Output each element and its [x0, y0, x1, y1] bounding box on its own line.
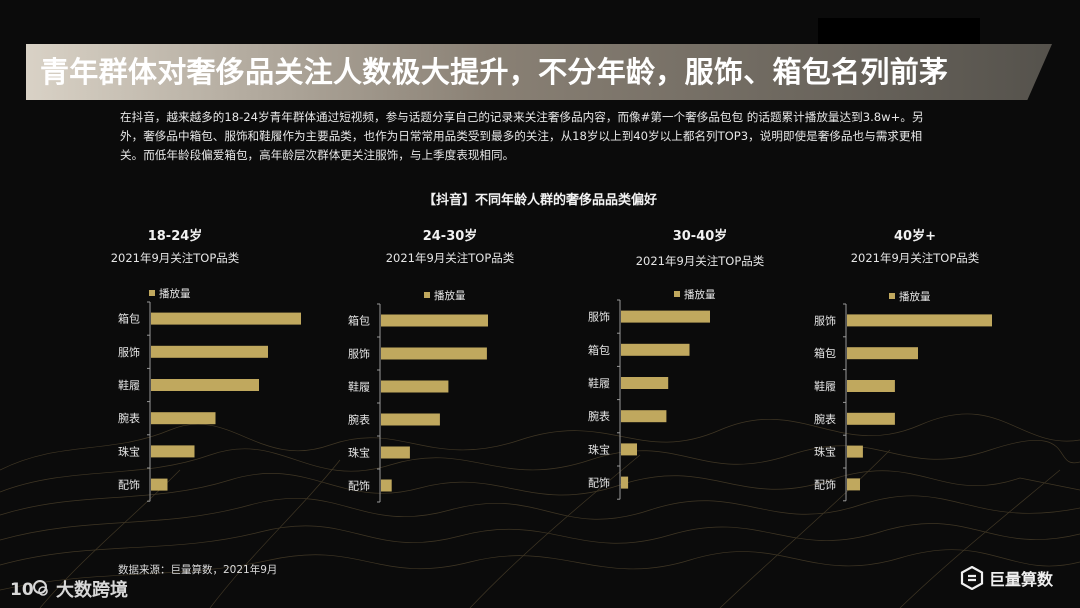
bar: [151, 412, 216, 425]
brand-name-right: 巨量算数: [989, 570, 1054, 589]
bar: [151, 379, 259, 391]
brand-mark-icon: 10: [10, 580, 48, 600]
page-title: 青年群体对奢侈品关注人数极大提升，不分年龄，服饰、箱包名列前茅: [40, 55, 949, 89]
brand-name-left: 大数跨境: [56, 580, 128, 601]
category-label: 配饰: [588, 476, 610, 490]
bar: [621, 410, 667, 423]
brand-logo-right: 巨量算数: [960, 566, 1053, 590]
category-label: 配饰: [348, 479, 370, 493]
bar: [381, 479, 392, 492]
chart-title: 40岁+: [894, 228, 936, 244]
bar: [381, 314, 488, 327]
category-label: 箱包: [588, 343, 610, 357]
legend-swatch: [424, 292, 430, 298]
bar: [847, 445, 863, 458]
category-label: 箱包: [118, 312, 140, 326]
chart-heading: 【抖音】不同年龄人群的奢侈品品类偏好: [422, 193, 657, 208]
legend-swatch: [889, 293, 895, 299]
category-label: 鞋履: [348, 380, 370, 394]
bar: [151, 445, 195, 458]
chart-subtitle: 2021年9月关注TOP品类: [111, 251, 240, 265]
bar: [151, 312, 301, 325]
legend-swatch: [149, 290, 155, 296]
bar: [621, 476, 629, 489]
chart-title: 30-40岁: [673, 228, 728, 244]
category-label: 鞋履: [814, 379, 836, 393]
category-label: 腕表: [814, 412, 836, 426]
category-label: 鞋履: [588, 376, 610, 390]
category-label: 腕表: [348, 413, 370, 427]
bar: [847, 347, 918, 360]
category-label: 箱包: [348, 314, 370, 328]
bar: [381, 446, 410, 459]
brand-logo-left: 10 大数跨境: [10, 576, 128, 602]
title-banner: [26, 44, 1052, 100]
bar: [847, 380, 895, 392]
category-label: 鞋履: [118, 378, 140, 392]
intro-paragraph: 在抖音，越来越多的18-24岁青年群体通过短视频，参与话题分享自己的记录来关注奢…: [120, 110, 924, 162]
data-source-note: 数据来源：巨量算数，2021年9月: [118, 564, 278, 576]
legend-label: 播放量: [434, 289, 466, 302]
bar: [151, 345, 268, 358]
category-label: 珠宝: [588, 442, 610, 456]
bar: [381, 347, 487, 360]
bar: [847, 314, 992, 327]
category-label: 服饰: [588, 310, 610, 324]
category-label: 腕表: [118, 411, 140, 425]
bar: [621, 377, 669, 389]
chart-subtitle: 2021年9月关注TOP品类: [636, 254, 765, 268]
juliang-logo-icon: [960, 566, 984, 590]
category-label: 配饰: [118, 478, 140, 492]
top-tab-decoration: [818, 18, 980, 46]
bar: [847, 412, 895, 425]
chart-title: 18-24岁: [148, 228, 203, 244]
legend-swatch: [674, 291, 680, 297]
category-label: 珠宝: [814, 445, 836, 459]
chart-subtitle: 2021年9月关注TOP品类: [851, 251, 980, 265]
bar: [621, 343, 690, 356]
bar: [381, 413, 440, 426]
bar: [847, 478, 860, 491]
category-label: 服饰: [814, 313, 836, 327]
category-label: 服饰: [118, 345, 140, 359]
category-label: 配饰: [814, 477, 836, 491]
legend-label: 播放量: [684, 288, 716, 301]
chart-title: 24-30岁: [423, 228, 478, 244]
bar: [381, 380, 449, 393]
bar: [151, 478, 168, 491]
category-label: 珠宝: [348, 446, 370, 460]
bar: [621, 443, 637, 456]
category-label: 箱包: [814, 346, 836, 360]
svg-text:10: 10: [10, 580, 34, 600]
category-label: 服饰: [348, 347, 370, 361]
legend-label: 播放量: [159, 287, 191, 300]
chart-subtitle: 2021年9月关注TOP品类: [386, 251, 515, 265]
category-label: 珠宝: [118, 444, 140, 458]
legend-label: 播放量: [899, 290, 931, 303]
category-label: 腕表: [588, 409, 610, 423]
bar: [621, 310, 710, 323]
